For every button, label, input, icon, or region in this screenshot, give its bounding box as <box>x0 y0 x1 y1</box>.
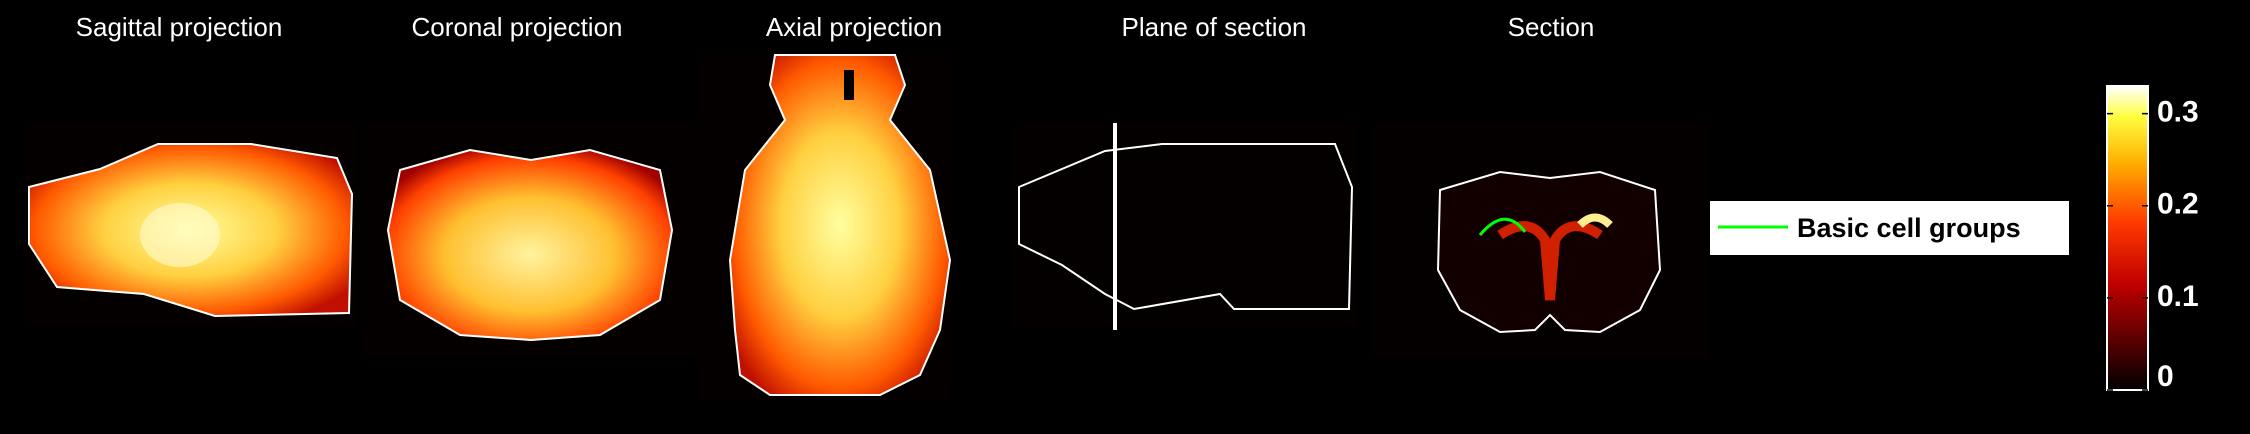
region-outline <box>1478 217 1527 236</box>
panel-bg <box>1013 122 1356 330</box>
section-heat <box>1577 213 1613 228</box>
coronal-projection <box>386 148 674 342</box>
axial-projection <box>728 54 952 396</box>
colorbar-tick-label: 0.3 <box>2157 96 2199 129</box>
sagittal-outline <box>1018 143 1354 311</box>
section-heat <box>1497 221 1603 301</box>
legend-label: Basic cell groups <box>1797 213 2021 243</box>
colorbar-tick-label: 0 <box>2157 360 2174 393</box>
panel-title: Plane of section <box>1121 12 1306 42</box>
panel-title: Sagittal projection <box>76 12 283 42</box>
colorbar <box>2106 85 2149 391</box>
panel-title: Section <box>1508 12 1595 42</box>
panel-title: Coronal projection <box>411 12 622 42</box>
notch <box>844 70 854 100</box>
panel-title: Axial projection <box>766 12 942 42</box>
colorbar-tick-label: 0.1 <box>2157 280 2199 313</box>
highlight <box>140 203 220 267</box>
colorbar-tick-label: 0.2 <box>2157 188 2199 221</box>
